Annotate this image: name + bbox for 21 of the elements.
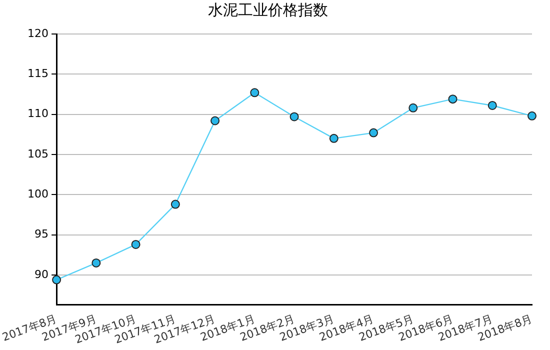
y-tick-label: 95: [34, 228, 49, 241]
chart-title: 水泥工业价格指数: [208, 0, 328, 19]
y-tick-label: 110: [28, 107, 49, 120]
point: [369, 128, 378, 138]
y-tick-label: 120: [28, 26, 49, 40]
point: [408, 103, 418, 112]
y-tick-label: 115: [28, 67, 49, 80]
point: [290, 112, 299, 122]
y-tick-label: 100: [28, 188, 49, 201]
point: [250, 88, 260, 98]
y-tick-label: 90: [34, 268, 49, 281]
y-tick-label: 105: [28, 147, 49, 160]
point: [170, 200, 180, 209]
point: [488, 100, 497, 110]
point: [92, 258, 101, 268]
point: [52, 275, 62, 284]
point: [131, 240, 140, 249]
point: [329, 134, 338, 143]
point: [210, 116, 220, 126]
point: [528, 111, 536, 120]
point: [448, 94, 458, 104]
